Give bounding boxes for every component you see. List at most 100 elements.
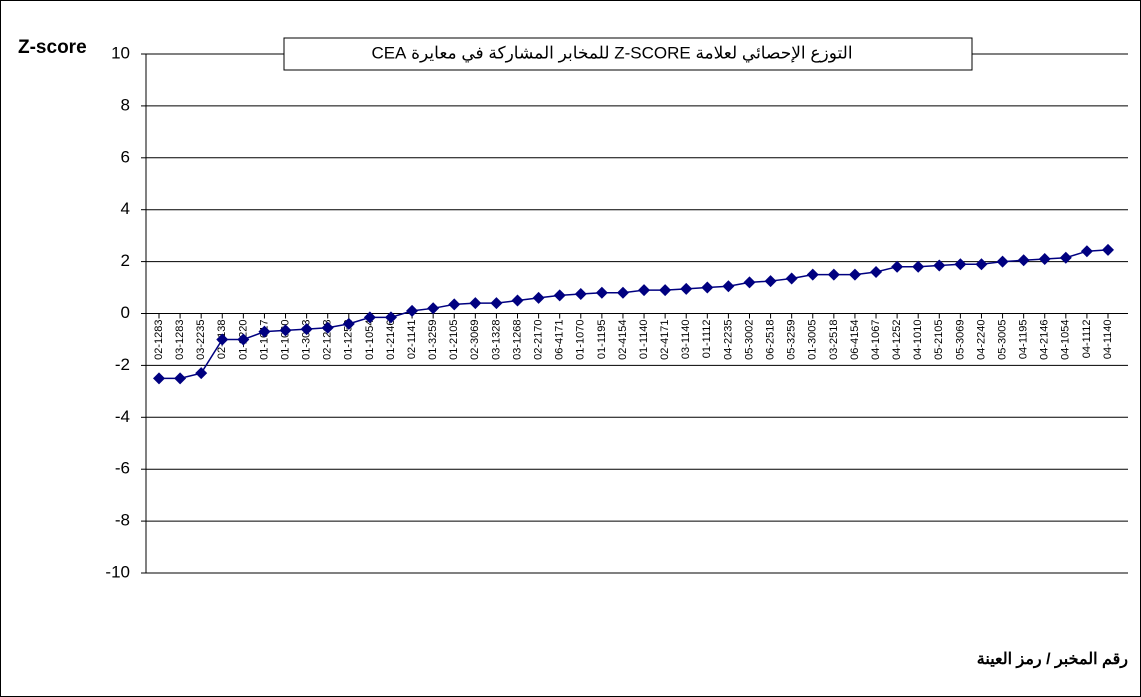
x-tick-label: 06-2518 — [764, 320, 776, 360]
x-tick-label: 04-1252 — [891, 320, 903, 360]
y-axis-title: Z-score — [18, 37, 87, 58]
y-tick-label: -2 — [115, 355, 130, 374]
data-point — [616, 286, 629, 299]
data-point — [237, 333, 250, 346]
x-tick-label: 04-2235 — [722, 320, 734, 360]
x-tick-label: 03-1140 — [680, 320, 692, 360]
data-point — [701, 281, 714, 294]
chart-title: التوزع الإحصائي لعلامة Z-SCORE للمخابر ا… — [371, 43, 852, 63]
data-point — [743, 276, 756, 289]
data-point — [342, 317, 355, 330]
data-point — [1080, 245, 1093, 258]
data-point — [490, 297, 503, 310]
data-point — [1038, 253, 1051, 266]
x-tick-label: 01-2146 — [385, 320, 397, 360]
data-point — [638, 284, 651, 297]
data-point — [595, 286, 608, 299]
x-tick-label: 04-2240 — [975, 320, 987, 360]
x-tick-label: 02-4154 — [617, 320, 629, 360]
x-tick-label: 01-3005 — [807, 320, 819, 360]
data-point — [785, 272, 798, 285]
x-tick-label: 01-3259 — [427, 320, 439, 360]
x-tick-label: 05-2105 — [933, 320, 945, 360]
x-tick-label: 02-1141 — [406, 320, 418, 360]
data-point — [384, 311, 397, 324]
x-axis-title: رقم المخبر / رمز العينة — [977, 651, 1128, 669]
series-line — [159, 249, 1109, 380]
data-point — [321, 321, 334, 334]
x-tick-label: 05-3005 — [996, 320, 1008, 360]
data-point — [574, 288, 587, 301]
y-tick-label: -4 — [115, 407, 130, 426]
data-point — [891, 260, 904, 273]
y-tick-label: 4 — [121, 199, 130, 218]
x-tick-label: 03-1268 — [511, 320, 523, 360]
x-tick-label: 02-3069 — [469, 320, 481, 360]
x-tick-label: 03-1283 — [174, 320, 186, 360]
x-tick-label: 04-2146 — [1039, 320, 1051, 360]
x-tick-label: 01-1252 — [343, 320, 355, 360]
data-point — [975, 258, 988, 271]
data-point — [827, 268, 840, 281]
data-point — [870, 265, 883, 278]
data-point — [806, 268, 819, 281]
x-tick-label: 01-2105 — [448, 320, 460, 360]
data-point — [1102, 243, 1114, 256]
data-point — [258, 325, 271, 338]
x-tick-label: 04-1067 — [870, 320, 882, 360]
x-tick-label: 04-1112 — [1081, 320, 1093, 359]
x-tick-label: 04-1140 — [1102, 320, 1114, 360]
data-point — [279, 324, 292, 337]
x-tick-label: 02-2170 — [533, 320, 545, 360]
data-point — [553, 289, 566, 302]
x-tick-label: 01-1054 — [364, 320, 376, 360]
data-point — [722, 280, 735, 293]
y-tick-label: 0 — [121, 303, 130, 322]
x-tick-label: 02-1283 — [153, 320, 165, 360]
data-point — [195, 367, 208, 380]
data-point — [954, 258, 967, 271]
data-point — [511, 294, 524, 307]
y-tick-label: 2 — [121, 251, 130, 270]
y-tick-label: -8 — [115, 511, 130, 530]
data-point — [427, 302, 440, 315]
x-tick-label: 02-4171 — [659, 320, 671, 360]
y-tick-label: -6 — [115, 459, 130, 478]
data-point — [933, 259, 946, 272]
x-tick-label: 05-3259 — [786, 320, 798, 360]
x-tick-label: 01-1195 — [596, 320, 608, 360]
x-tick-label: 04-1195 — [1018, 320, 1030, 360]
data-point — [764, 275, 777, 288]
y-tick-label: -10 — [105, 562, 130, 581]
data-point — [1017, 254, 1030, 267]
data-point — [680, 282, 693, 295]
x-tick-label: 01-1070 — [575, 320, 587, 360]
data-point — [659, 284, 672, 297]
data-point — [300, 323, 313, 336]
x-tick-label: 01-1112 — [701, 320, 713, 359]
data-point — [448, 298, 461, 311]
data-point — [996, 255, 1009, 268]
data-point — [532, 291, 545, 304]
x-tick-label: 01-1017 — [258, 320, 270, 360]
x-tick-label: 01-1140 — [638, 320, 650, 360]
x-tick-label: 05-3069 — [954, 320, 966, 360]
data-point — [469, 297, 482, 310]
x-tick-label: 04-1054 — [1060, 320, 1072, 360]
data-point — [153, 372, 165, 385]
data-point — [406, 304, 419, 317]
data-point — [1059, 251, 1072, 264]
x-tick-label: 03-1328 — [490, 320, 502, 360]
x-tick-label: 03-2235 — [195, 320, 207, 360]
plot-area: -10 -8 -6 -4 -2 0 2 4 6 8 10 02-1283 03-1283 03-2235 0… — [105, 43, 1128, 581]
y-tick-label: 10 — [111, 43, 130, 62]
data-point — [912, 260, 925, 273]
data-point — [363, 311, 376, 324]
x-tick-label: 06-4171 — [554, 320, 566, 360]
x-tick-label: 05-3002 — [743, 320, 755, 360]
y-tick-label: 6 — [121, 147, 130, 166]
data-point — [174, 372, 187, 385]
data-point — [848, 268, 861, 281]
